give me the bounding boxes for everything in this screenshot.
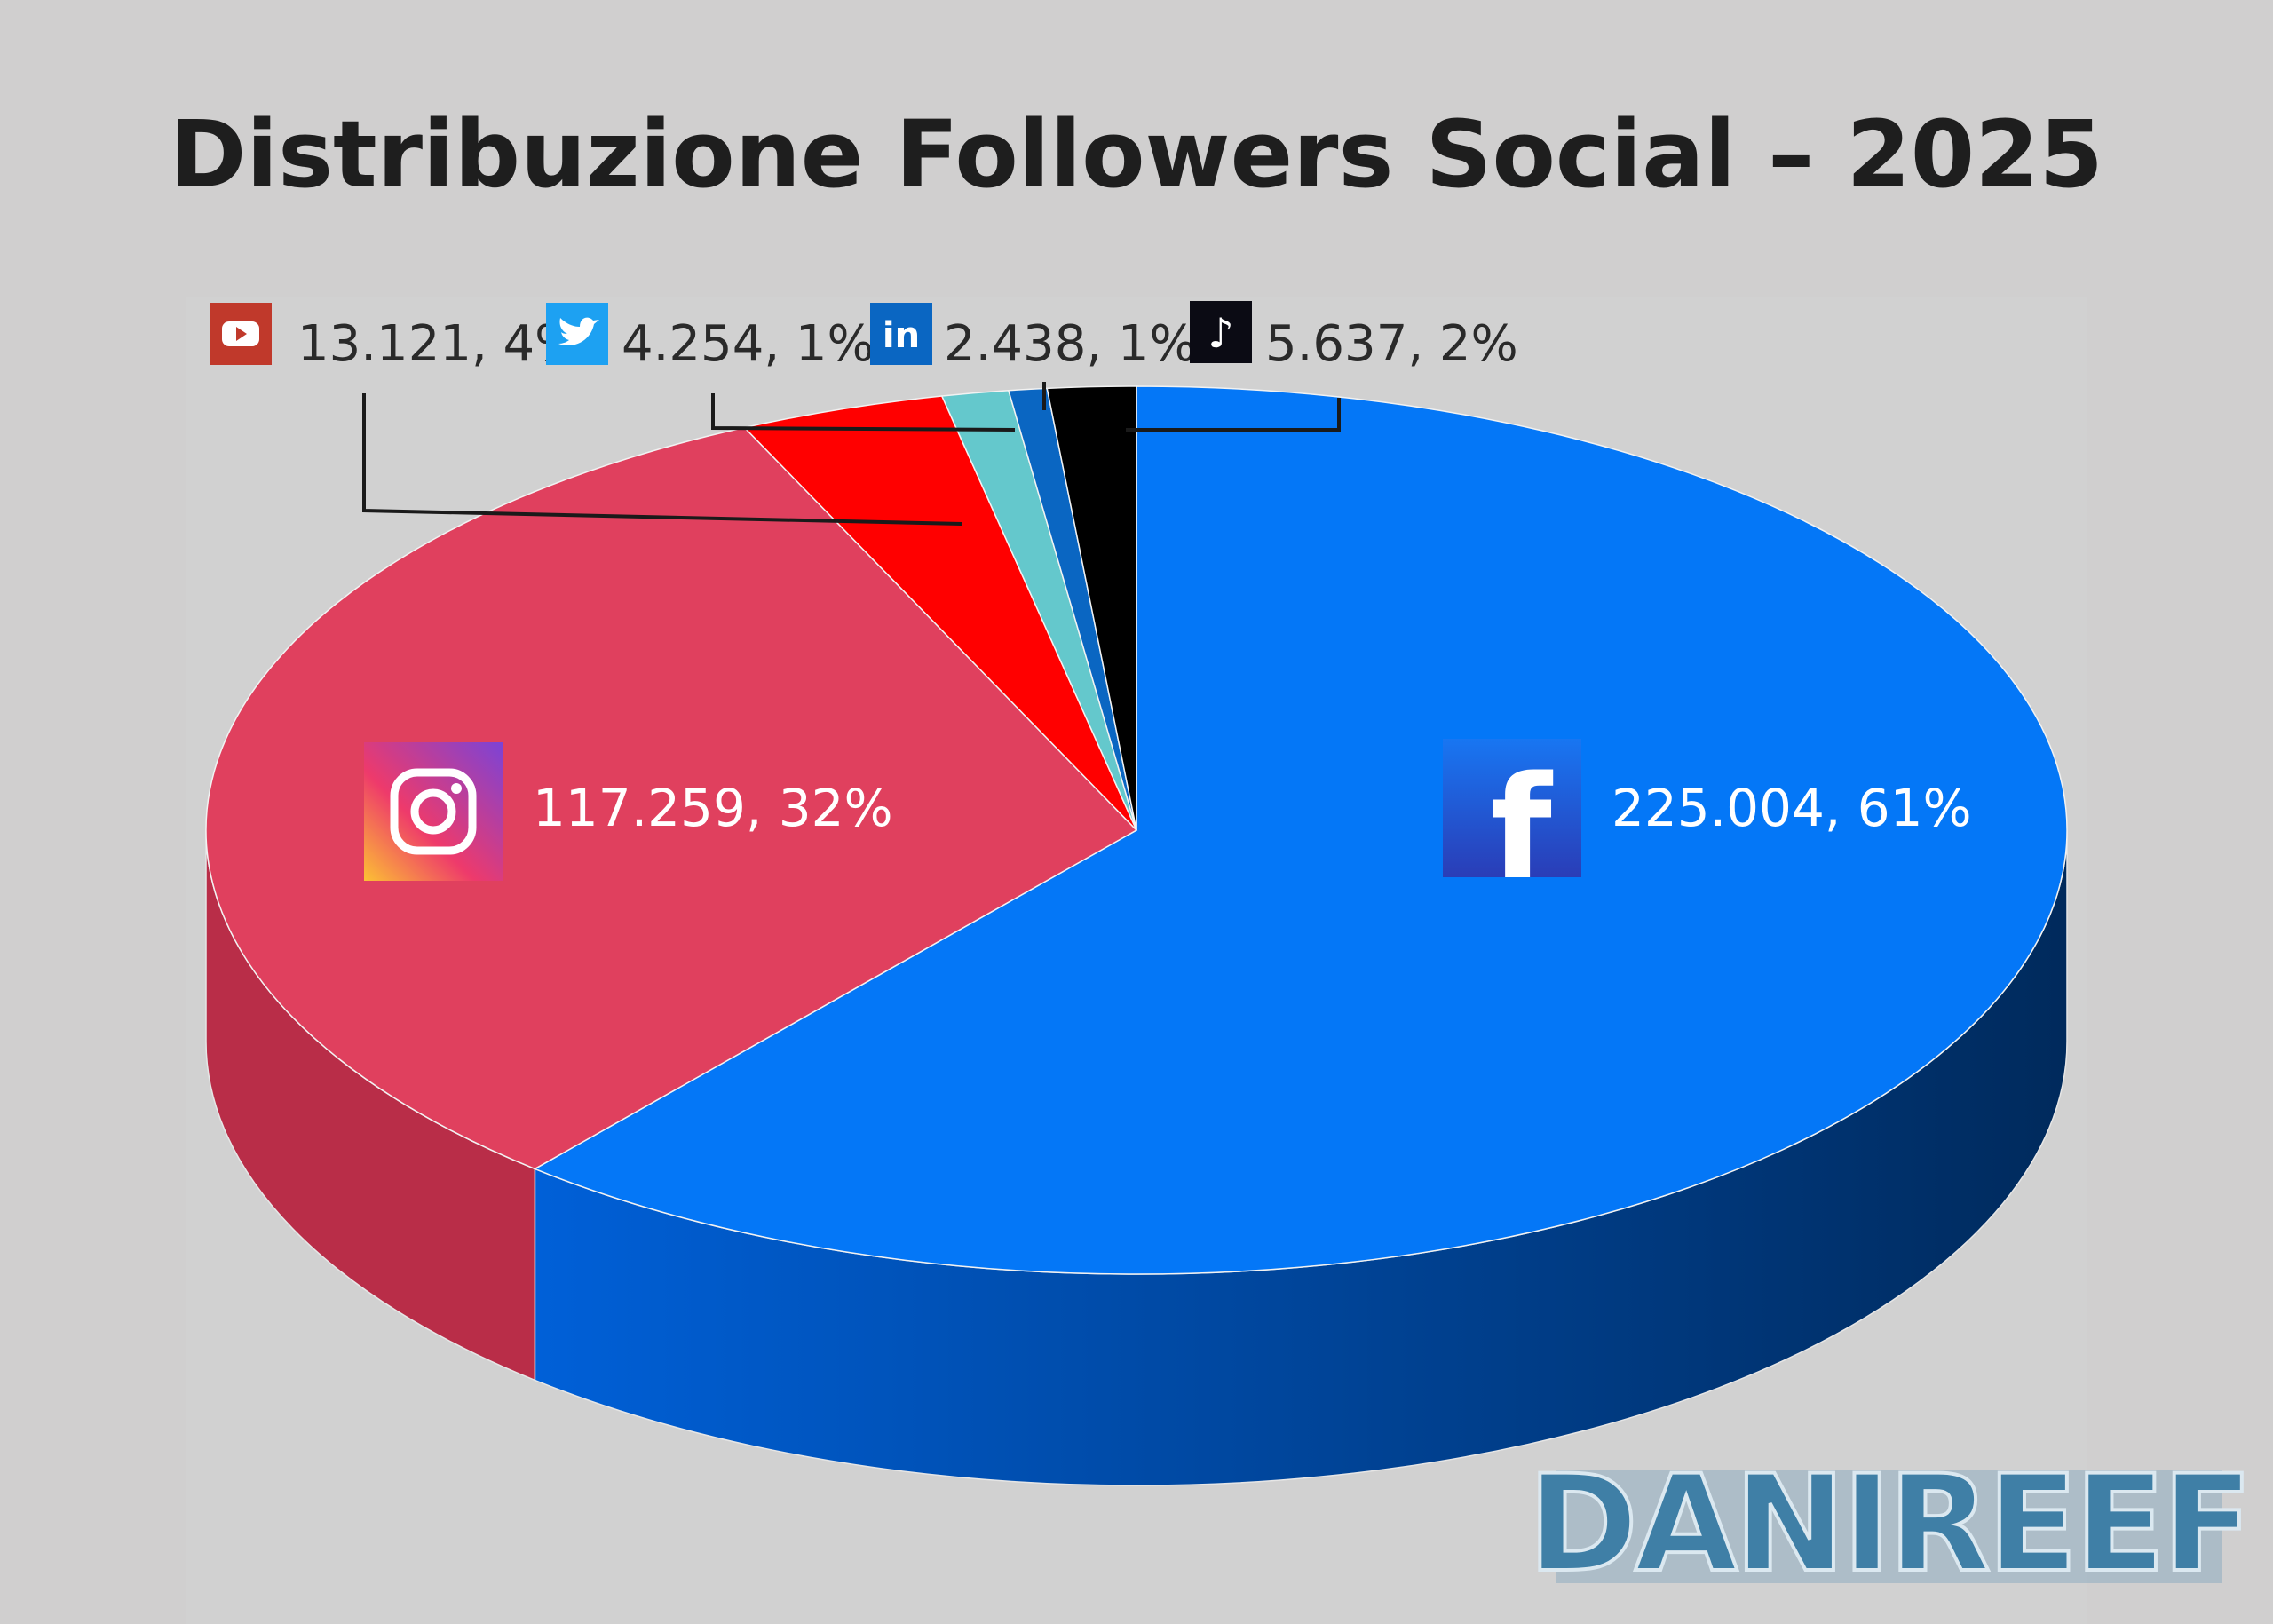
data-label-youtube: 13.121, 4% <box>210 303 582 373</box>
logo-text: DANIREEF <box>1528 1447 2250 1602</box>
data-label-tiktok: ♪ 5.637, 2% <box>1190 301 1518 373</box>
linkedin-icon <box>870 303 932 365</box>
data-label-text: 4.254, 1% <box>622 315 875 373</box>
data-label-text: 225.004, 61% <box>1612 778 1972 838</box>
instagram-icon <box>364 742 503 881</box>
data-label-text: 117.259, 32% <box>533 778 893 838</box>
data-label-facebook: f 225.004, 61% <box>1443 739 1972 911</box>
data-label-text: 13.121, 4% <box>297 315 582 373</box>
svg-text:f: f <box>1490 745 1554 911</box>
data-labels: 13.121, 4% 4.254, 1% in 2.438, 1% ♪ 5.637, 2%… <box>210 301 1972 911</box>
pie-slices <box>205 385 2068 1275</box>
svg-text:in: in <box>883 315 920 356</box>
leader-line-youtube <box>362 393 962 526</box>
pie-slice-tiktok <box>1046 385 1137 831</box>
leader-line-twitter <box>711 393 1016 432</box>
data-label-text: 5.637, 2% <box>1265 315 1518 373</box>
data-label-linkedin: in 2.438, 1% <box>870 303 1197 373</box>
danireef-logo: DANIREEF <box>1526 1446 2255 1604</box>
tiktok-icon <box>1190 301 1252 363</box>
data-label-text: 2.438, 1% <box>944 315 1197 373</box>
facebook-icon <box>1443 739 1581 877</box>
pie-slice-instagram <box>205 426 1138 1170</box>
leader-line-tiktok <box>1126 398 1341 432</box>
data-label-twitter: 4.254, 1% <box>546 303 875 373</box>
data-label-instagram: 117.259, 32% <box>364 742 893 881</box>
pie-slice-facebook <box>533 385 2068 1275</box>
leader-lines <box>362 382 1341 526</box>
svg-text:♪: ♪ <box>1208 309 1233 357</box>
chart-title: Distribuzione Followers Social – 2025 <box>170 100 2103 209</box>
